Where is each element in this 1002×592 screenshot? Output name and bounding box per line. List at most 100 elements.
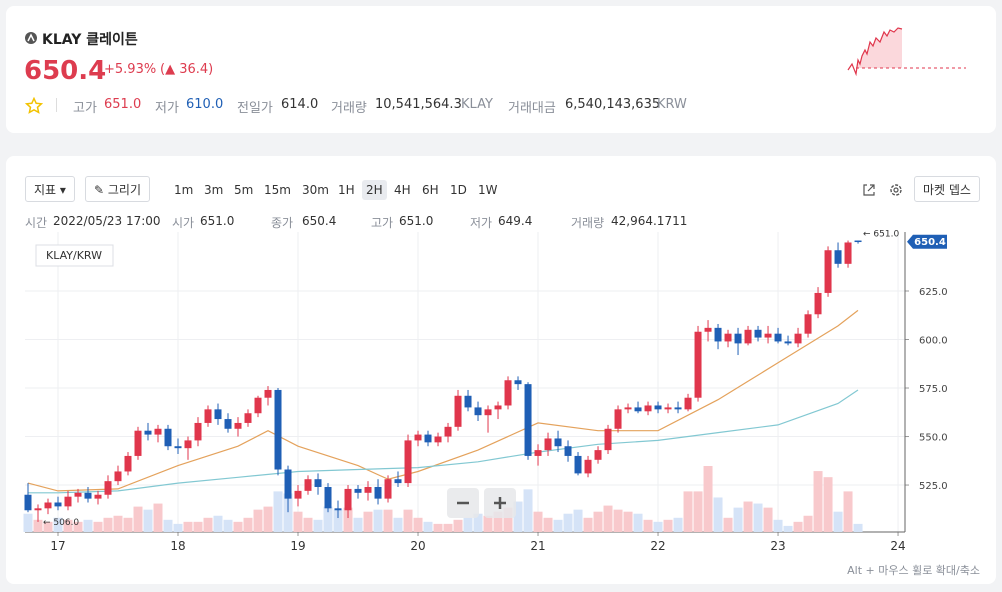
- volume-bar: [303, 517, 313, 532]
- candle-body: [604, 428, 612, 451]
- indicator-label: 지표: [34, 183, 57, 197]
- candle-body: [844, 242, 852, 264]
- volume-bar: [563, 513, 573, 532]
- candle-body: [774, 333, 782, 342]
- volume-bar: [123, 517, 133, 532]
- candle-body: [684, 397, 692, 410]
- volume-bar: [203, 517, 213, 532]
- volume-bar: [463, 517, 473, 532]
- x-tick-label: 21: [530, 539, 545, 553]
- candle-body: [314, 479, 322, 487]
- interval-button[interactable]: 2H: [362, 180, 387, 200]
- chart-title: KLAY/KRW: [46, 249, 102, 262]
- candle-body: [764, 333, 772, 338]
- volume-bar: [783, 525, 793, 532]
- sparkline: [847, 27, 966, 77]
- interval-button[interactable]: 1H: [338, 183, 355, 197]
- volume-bar: [233, 521, 243, 532]
- interval-button[interactable]: 6H: [422, 183, 439, 197]
- candle-body: [214, 409, 222, 420]
- stat-value: 651.0: [104, 97, 142, 112]
- candle-body: [304, 479, 312, 491]
- candle-body: [754, 329, 762, 338]
- indicator-button[interactable]: 지표 ▾: [25, 176, 75, 202]
- volume-bar: [443, 523, 453, 532]
- volume-bar: [133, 506, 143, 532]
- interval-button[interactable]: 1m: [174, 183, 194, 197]
- candle-body: [44, 502, 52, 509]
- volume-bar: [503, 507, 513, 532]
- volume-bar: [193, 521, 203, 532]
- candle-body: [134, 430, 142, 456]
- volume-bar: [493, 511, 503, 532]
- interval-button[interactable]: 30m: [302, 183, 329, 197]
- volume-bar: [573, 509, 583, 532]
- candle-body: [394, 479, 402, 484]
- candle-body: [524, 384, 532, 456]
- info-label: 시가: [172, 216, 195, 230]
- candle-body: [484, 409, 492, 416]
- candle-body: [24, 494, 32, 511]
- interval-button[interactable]: 15m: [264, 183, 291, 197]
- candle-body: [614, 409, 622, 429]
- volume-bar: [663, 519, 673, 532]
- volume-bar: [263, 506, 273, 532]
- volume-bar: [313, 519, 323, 532]
- volume-bar: [53, 517, 63, 532]
- candle-body: [294, 490, 302, 499]
- volume-bar: [773, 519, 783, 532]
- volume-bar: [403, 509, 413, 532]
- info-label: 종가: [271, 216, 294, 230]
- volume-bar: [333, 509, 343, 532]
- volume-bar: [113, 515, 123, 532]
- stat-unit: KRW: [657, 97, 687, 112]
- volume-bar: [833, 511, 843, 532]
- interval-button[interactable]: 1W: [478, 183, 498, 197]
- candle-body: [714, 327, 722, 342]
- candle-body: [724, 333, 732, 342]
- candle-body: [204, 409, 212, 423]
- market-depth-button[interactable]: 마켓 뎁스: [914, 176, 980, 202]
- info-value: 649.4: [498, 214, 533, 228]
- candle-body: [164, 428, 172, 447]
- zoom-out-button[interactable]: [447, 488, 479, 518]
- volume-bar: [73, 521, 83, 532]
- volume-bar: [713, 497, 723, 532]
- candle-body: [264, 389, 272, 398]
- zoom-in-button[interactable]: [484, 488, 516, 518]
- favorite-star[interactable]: [25, 97, 43, 114]
- volume-bar: [93, 521, 103, 532]
- stat-value: 610.0: [186, 97, 224, 112]
- candle-body: [494, 405, 502, 410]
- symbol: KLAY 클레이튼: [42, 32, 138, 48]
- info-value: 650.4: [302, 214, 337, 228]
- volume-bar: [623, 511, 633, 532]
- stat-label: 저가: [155, 101, 179, 116]
- volume-bar: [173, 523, 183, 532]
- interval-button[interactable]: 4H: [394, 183, 411, 197]
- volume-bar: [373, 509, 383, 532]
- info-label: 거래량: [571, 216, 605, 230]
- settings-icon[interactable]: [887, 181, 905, 199]
- volume-bar: [653, 521, 663, 532]
- candle-body: [504, 380, 512, 406]
- candle-body: [344, 488, 352, 511]
- candle-body: [544, 438, 552, 451]
- stat-label: 거래대금: [508, 101, 556, 116]
- volume-bar: [33, 519, 43, 532]
- candle-body: [674, 407, 682, 410]
- candle-body: [444, 426, 452, 437]
- expand-icon[interactable]: [861, 182, 877, 198]
- x-tick-label: 24: [890, 539, 905, 553]
- interval-button[interactable]: 5m: [234, 183, 254, 197]
- candle-body: [194, 422, 202, 441]
- candle-body: [374, 486, 382, 499]
- candle-body: [744, 329, 752, 344]
- draw-button[interactable]: ✎ 그리기: [85, 176, 150, 202]
- volume-bar: [843, 491, 853, 532]
- interval-button[interactable]: 3m: [204, 183, 224, 197]
- candle-body: [814, 292, 822, 315]
- volume-bar: [433, 523, 443, 532]
- interval-button[interactable]: 1D: [450, 183, 467, 197]
